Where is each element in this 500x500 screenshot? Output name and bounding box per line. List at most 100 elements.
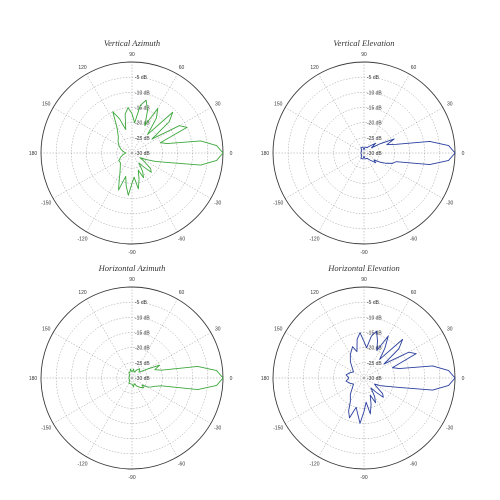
angle-label: 30 xyxy=(215,101,221,107)
grid-spoke xyxy=(131,152,178,232)
ring-label: -20 dB xyxy=(135,346,150,352)
angle-label: 180 xyxy=(261,376,270,382)
grid-ring xyxy=(287,76,441,230)
grid-ring xyxy=(348,362,380,394)
ring-label: -25 dB xyxy=(367,136,382,142)
angle-label: 60 xyxy=(411,290,417,296)
grid-spoke xyxy=(285,332,365,379)
grid-ring xyxy=(101,122,163,184)
angle-label: -120 xyxy=(309,462,319,468)
grid-spoke xyxy=(131,377,178,457)
grid-spoke xyxy=(53,152,133,199)
angle-label: -150 xyxy=(41,200,51,206)
grid-ring xyxy=(287,301,441,455)
angle-label: -90 xyxy=(360,475,367,481)
angle-label: 30 xyxy=(447,101,453,107)
angle-label: 90 xyxy=(361,277,367,283)
pattern-line xyxy=(360,138,456,166)
ring-label: -15 dB xyxy=(367,106,382,112)
ring-label: -10 dB xyxy=(367,315,382,321)
panel-title: Horizontal Azimuth xyxy=(98,263,166,273)
angle-label: -90 xyxy=(128,475,135,481)
ring-label: -15 dB xyxy=(135,106,150,112)
grid-ring xyxy=(55,301,209,455)
angle-label: -150 xyxy=(273,425,283,431)
angle-label: -150 xyxy=(273,200,283,206)
polar-panel-horizontal-elevation: Horizontal Elevation -5 dB-10 dB-15 dB-2… xyxy=(261,263,465,481)
grid-ring xyxy=(318,332,410,424)
angle-label: 0 xyxy=(230,151,233,157)
grid-spoke xyxy=(363,377,410,457)
ring-label: -5 dB xyxy=(367,75,380,81)
grid-ring xyxy=(86,332,178,424)
pattern-line xyxy=(345,330,456,424)
angle-label: -90 xyxy=(128,250,135,256)
grid-spoke xyxy=(318,152,365,232)
pattern-line xyxy=(112,99,224,196)
grid-ring xyxy=(333,347,395,409)
ring-label: -25 dB xyxy=(135,361,150,367)
angle-label: 90 xyxy=(129,277,135,283)
angle-label: -60 xyxy=(178,237,185,243)
angle-label: 150 xyxy=(274,326,283,332)
grid-ring xyxy=(303,317,425,439)
angle-label: 0 xyxy=(462,151,465,157)
grid-spoke xyxy=(363,152,443,199)
angle-label: 150 xyxy=(42,326,51,332)
grid-spoke xyxy=(363,152,410,232)
ring-label: -30 dB xyxy=(367,376,382,382)
grid-ring xyxy=(333,122,395,184)
grid-ring xyxy=(71,317,193,439)
ring-label: -30 dB xyxy=(135,376,150,382)
angle-label: 60 xyxy=(179,65,185,71)
angle-label: 90 xyxy=(129,52,135,58)
angle-label: 120 xyxy=(310,290,319,296)
grid-ring xyxy=(86,107,178,199)
ring-label: -10 dB xyxy=(367,90,382,96)
angle-label: -30 xyxy=(214,425,221,431)
ring-label: -25 dB xyxy=(367,361,382,367)
ring-label: -30 dB xyxy=(135,151,150,157)
grid-spoke xyxy=(86,152,133,232)
angle-label: -30 xyxy=(446,425,453,431)
grid-spoke xyxy=(285,377,365,424)
angle-label: -150 xyxy=(41,425,51,431)
ring-label: -10 dB xyxy=(135,90,150,96)
angle-label: -60 xyxy=(410,237,417,243)
ring-label: -20 dB xyxy=(135,121,150,127)
angle-label: 150 xyxy=(274,101,283,107)
angle-label: 180 xyxy=(261,151,270,157)
grid-spoke xyxy=(131,377,211,424)
angle-label: -60 xyxy=(410,462,417,468)
angle-label: 120 xyxy=(310,65,319,71)
grid-spoke xyxy=(86,377,133,457)
angle-label: 120 xyxy=(78,65,87,71)
ring-label: -5 dB xyxy=(135,300,148,306)
angle-label: 60 xyxy=(179,290,185,296)
ring-label: -20 dB xyxy=(367,121,382,127)
grid-spoke xyxy=(131,152,211,199)
polar-panel-vertical-elevation: Vertical Elevation -5 dB -10 dB -15 dB -20 … xyxy=(261,38,465,256)
angle-label: -120 xyxy=(309,237,319,243)
ring-label: -25 dB xyxy=(135,136,150,142)
grid-ring xyxy=(348,137,380,169)
angle-label: 30 xyxy=(215,326,221,332)
polar-panel-horizontal-azimuth: Horizontal Azimuth -5 dB -10 dB -15 dB -20 … xyxy=(29,263,233,481)
angle-label: 90 xyxy=(361,52,367,58)
grid-spoke xyxy=(318,377,365,457)
angle-label: -30 xyxy=(214,200,221,206)
angle-label: 120 xyxy=(78,290,87,296)
grid-ring xyxy=(116,137,148,169)
angle-label: 180 xyxy=(29,376,38,382)
ring-label: -15 dB xyxy=(135,331,150,337)
panel-title: Vertical Azimuth xyxy=(104,38,160,48)
ring-label: -5 dB xyxy=(135,75,148,81)
angle-label: 150 xyxy=(42,101,51,107)
grid-spoke xyxy=(285,152,365,199)
ring-label: -20 dB xyxy=(367,346,382,352)
angle-label: 30 xyxy=(447,326,453,332)
angle-label: -30 xyxy=(446,200,453,206)
grid-ring xyxy=(116,362,148,394)
ring-label: -5 dB xyxy=(367,300,380,306)
